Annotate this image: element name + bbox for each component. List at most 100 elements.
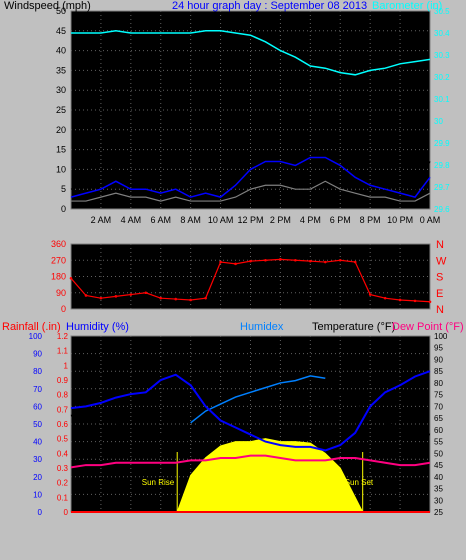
y-tick-label: 15 (56, 145, 66, 155)
dewpoint-legend: Dew Point (°F) (392, 321, 464, 333)
temperature-tick-label: 60 (434, 426, 443, 435)
y2-tick-label: 30.2 (434, 73, 450, 82)
rainfall-axis-title: Rainfall (.in) (2, 321, 61, 333)
wind-direction-point (323, 260, 327, 264)
humidity-tick-label: 100 (29, 332, 43, 341)
wind-direction-point (309, 259, 312, 263)
direction-plot: 0 N 90 E 180 S 270 W 360 N (51, 239, 447, 316)
humidity-tick-label: 30 (33, 455, 42, 464)
x-tick-label: 2 AM (91, 215, 112, 225)
y2-tick-label: 29.9 (434, 139, 450, 148)
windspeed-plot: 0 5 10 15 20 25 30 35 40 45 50 29.6 29.7 29.8 29.9 30 30… (56, 6, 450, 225)
temperature-tick-label: 35 (434, 485, 443, 494)
x-tick-label: 6 AM (150, 215, 171, 225)
humidity-tick-label: 50 (33, 420, 42, 429)
x-tick-label: 4 PM (300, 215, 321, 225)
y-tick-label: 50 (56, 6, 66, 16)
wind-direction-point (249, 259, 252, 263)
y-tick-label: 40 (56, 46, 66, 56)
wind-direction-point (234, 262, 237, 266)
wind-direction-point (99, 296, 103, 300)
x-tick-label: 0 AM (420, 215, 441, 225)
wind-gust-line (70, 129, 431, 190)
wind-direction-point (174, 297, 178, 301)
temperature-tick-label: 25 (434, 508, 443, 517)
wind-direction-point (264, 258, 267, 262)
wind-direction-point (189, 298, 192, 302)
wind-direction-point (69, 277, 73, 280)
x-tick-label: 8 AM (180, 215, 201, 225)
y-tick-label: 270 (51, 255, 66, 265)
wind-direction-point (383, 296, 387, 300)
y2-tick-label: 29.8 (434, 161, 450, 170)
y2-tick-label: 30.3 (434, 51, 450, 60)
temperature-tick-label: 80 (434, 379, 443, 388)
y2-tick-label: 30.1 (434, 95, 450, 104)
x-tick-label: 10 AM (208, 215, 234, 225)
wind-direction-point (338, 258, 342, 262)
rainfall-tick-label: 0 (64, 508, 69, 517)
compass-tick-label: N (436, 239, 444, 251)
temperature-tick-label: 45 (434, 461, 443, 470)
y2-tick-label: 30 (434, 117, 443, 126)
humidity-tick-label: 40 (33, 438, 42, 447)
sunset-label: Sun Set (345, 478, 374, 487)
wind-direction-point (159, 296, 163, 300)
temperature-tick-label: 100 (434, 332, 448, 341)
rainfall-tick-label: 0.5 (57, 435, 69, 444)
y-tick-label: 360 (51, 239, 66, 249)
rainfall-tick-label: 1.1 (57, 347, 69, 356)
y-tick-label: 0 (61, 304, 66, 314)
humidity-line (70, 370, 431, 452)
wind-speed-line (70, 156, 431, 198)
y2-tick-label: 30.4 (434, 29, 450, 38)
humidity-tick-label: 0 (38, 508, 43, 517)
x-tick-label: 12 PM (237, 215, 263, 225)
rainfall-tick-label: 1 (64, 361, 69, 370)
temperature-tick-label: 50 (434, 449, 443, 458)
humidity-tick-label: 10 (33, 490, 42, 499)
humidex-line (190, 375, 326, 424)
x-tick-label: 6 PM (330, 215, 351, 225)
humidity-tick-label: 20 (33, 473, 42, 482)
humidex-legend: Humidex (240, 321, 284, 333)
wind-direction-point (398, 298, 402, 302)
y-tick-label: 180 (51, 272, 66, 282)
rainfall-tick-label: 0.2 (57, 479, 69, 488)
humidity-tick-label: 90 (33, 350, 42, 359)
graph-title: 24 hour graph day : September 08 2013 (172, 0, 367, 12)
x-tick-label: 2 PM (270, 215, 291, 225)
wind-direction-point (84, 294, 88, 297)
y-tick-label: 90 (56, 288, 66, 298)
compass-tick-label: E (436, 288, 443, 300)
temperature-tick-label: 90 (434, 355, 443, 364)
wind-direction-point (114, 295, 118, 298)
solar-area (176, 438, 364, 513)
wind-direction-point (129, 293, 133, 296)
temperature-legend: Temperature (°F) (312, 321, 395, 333)
rainfall-tick-label: 0.6 (57, 420, 69, 429)
humidity-tick-label: 60 (33, 402, 42, 411)
rainfall-tick-label: 0.3 (57, 464, 69, 473)
compass-tick-label: W (436, 255, 447, 267)
rainfall-tick-label: 0.7 (57, 405, 69, 414)
dewpoint-line (70, 454, 431, 469)
y-tick-label: 20 (56, 125, 66, 135)
y-tick-label: 25 (56, 105, 66, 115)
compass-tick-label: S (436, 272, 443, 284)
wind-direction-point (144, 291, 148, 295)
sunrise-label: Sun Rise (142, 478, 175, 487)
wind-direction-point (279, 258, 282, 261)
rainfall-tick-label: 0.1 (57, 493, 69, 502)
wind-direction-point (219, 260, 222, 264)
y2-tick-label: 30.5 (434, 7, 450, 16)
wind-direction-point (368, 293, 372, 296)
barometer-axis-title: Barometer (in) (372, 0, 442, 12)
y-tick-label: 0 (61, 204, 66, 214)
rainfall-tick-label: 0.4 (57, 449, 69, 458)
temperature-tick-label: 95 (434, 344, 443, 353)
temperature-tick-label: 40 (434, 473, 443, 482)
y2-tick-label: 29.6 (434, 205, 450, 214)
